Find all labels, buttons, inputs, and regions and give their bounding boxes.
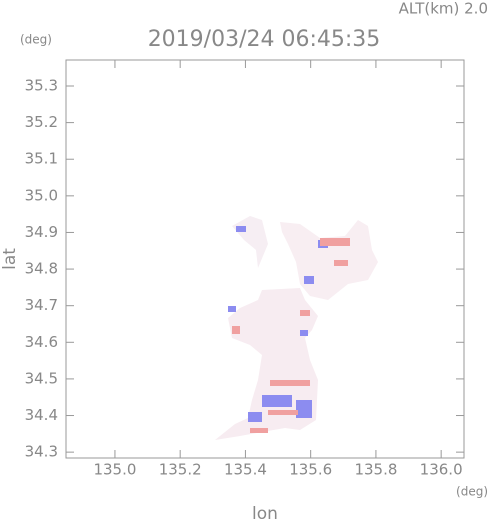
x-tick-label: 135.0	[93, 461, 136, 479]
y-tick-label: 34.9	[25, 223, 58, 241]
chart-subtitle: ALT(km) 2.0	[399, 0, 488, 18]
y-axis-label: lat	[0, 248, 20, 270]
y-tick-label: 34.3	[25, 443, 58, 461]
y-tick-label: 35.0	[25, 186, 58, 204]
x-tick-label: 135.8	[354, 461, 397, 479]
y-tick-label: 34.7	[25, 296, 58, 314]
x-tick-label: 135.2	[159, 461, 202, 479]
y-tick-label: 34.6	[25, 333, 58, 351]
y-tick-label: 34.4	[25, 406, 58, 424]
x-axis-label: lon	[252, 504, 278, 521]
y-tick-label: 34.5	[25, 369, 58, 387]
chart-title: 2019/03/24 06:45:35	[148, 27, 381, 52]
y-tick-label: 35.2	[25, 113, 58, 131]
plot-frame	[65, 59, 465, 459]
x-tick-label: 135.4	[224, 461, 267, 479]
y-tick-label: 34.8	[25, 260, 58, 278]
y-tick-label: 35.3	[25, 76, 58, 94]
y-unit: (deg)	[20, 33, 52, 47]
x-tick-label: 135.6	[289, 461, 332, 479]
x-unit: (deg)	[456, 485, 488, 499]
x-tick-label: 136.0	[420, 461, 463, 479]
y-tick-label: 35.1	[25, 150, 58, 168]
radar-echo	[215, 216, 378, 440]
